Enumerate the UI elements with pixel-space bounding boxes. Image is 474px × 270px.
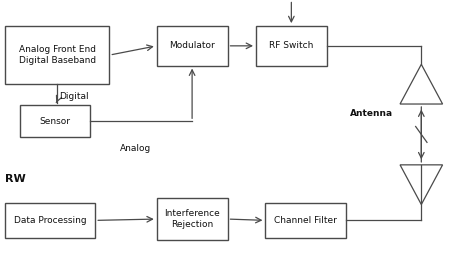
FancyBboxPatch shape — [156, 198, 228, 240]
FancyBboxPatch shape — [256, 26, 327, 66]
Text: Sensor: Sensor — [39, 117, 71, 126]
FancyBboxPatch shape — [265, 203, 346, 238]
Text: RF Switch: RF Switch — [269, 41, 313, 50]
Text: Analog: Analog — [120, 144, 151, 153]
FancyBboxPatch shape — [5, 203, 95, 238]
Text: Data Processing: Data Processing — [14, 216, 87, 225]
FancyBboxPatch shape — [5, 26, 109, 84]
Text: Channel Filter: Channel Filter — [274, 216, 337, 225]
FancyBboxPatch shape — [156, 26, 228, 66]
Text: Interference
Rejection: Interference Rejection — [164, 209, 220, 229]
Text: Digital: Digital — [59, 92, 89, 101]
Text: Antenna: Antenna — [350, 109, 393, 118]
Text: Analog Front End
Digital Baseband: Analog Front End Digital Baseband — [19, 45, 96, 65]
Text: Modulator: Modulator — [169, 41, 215, 50]
Text: RW: RW — [5, 174, 26, 184]
FancyBboxPatch shape — [19, 105, 91, 137]
